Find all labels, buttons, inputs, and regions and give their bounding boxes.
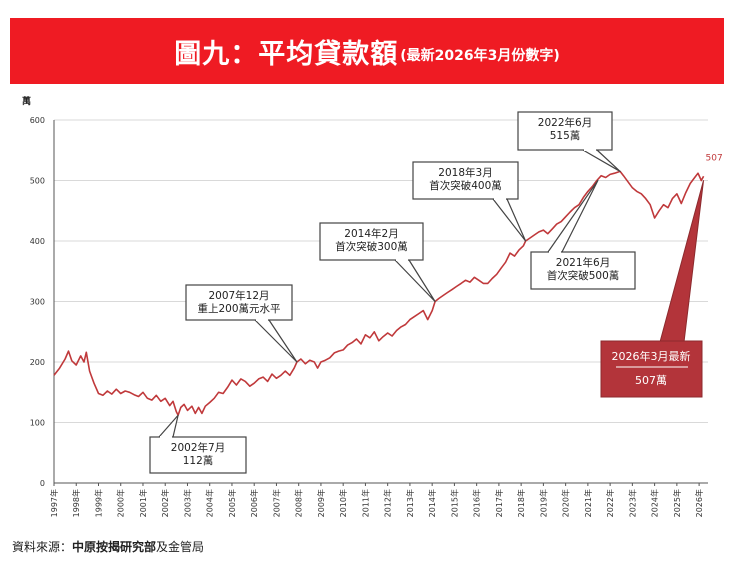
x-tick-label: 2022年 xyxy=(605,489,615,517)
annotation-pointer xyxy=(394,259,436,303)
x-tick-label: 2008年 xyxy=(294,489,304,517)
annotation-text: 2018年3月 xyxy=(438,166,492,179)
source-org: 中原按揭研究部 xyxy=(72,540,157,554)
annotation-box xyxy=(319,222,424,261)
annotation-pointer xyxy=(254,319,298,363)
x-tick-label: 2025年 xyxy=(672,489,682,517)
latest-callout-pointer xyxy=(659,180,705,343)
x-tick-label: 2012年 xyxy=(383,489,393,517)
x-tick-label: 2015年 xyxy=(449,489,459,517)
title-banner: 圖九：平均貸款額 (最新2026年3月份數字) xyxy=(10,18,724,84)
annotation-text: 2002年7月 xyxy=(171,441,225,454)
x-tick-label: 1999年 xyxy=(93,489,103,517)
x-tick-label: 2003年 xyxy=(182,489,192,517)
annotation-box xyxy=(530,251,636,290)
annotation-text: 2021年6月 xyxy=(556,256,610,269)
y-tick-label: 300 xyxy=(30,298,45,307)
x-tick-label: 2023年 xyxy=(627,489,637,517)
x-tick-label: 2010年 xyxy=(338,489,348,517)
annotation-text: 112萬 xyxy=(183,454,214,467)
latest-callout-box xyxy=(600,340,703,398)
chart-title: 圖九：平均貸款額 xyxy=(174,38,399,70)
x-tick-label: 2009年 xyxy=(316,489,326,517)
x-tick-label: 1997年 xyxy=(49,489,59,517)
annotation-pointer xyxy=(492,198,527,242)
annotation-box xyxy=(149,436,247,474)
series-line xyxy=(53,170,705,416)
x-tick-label: 2001年 xyxy=(138,489,148,517)
latest-value-label: 507 xyxy=(706,153,723,163)
y-tick-label: 200 xyxy=(30,358,45,367)
x-tick-label: 2005年 xyxy=(227,489,237,517)
x-tick-label: 2000年 xyxy=(116,489,126,517)
annotation-text: 2007年12月 xyxy=(208,289,269,302)
annotation-text: 首次突破400萬 xyxy=(429,179,502,192)
y-axis-label: 萬 xyxy=(22,95,31,107)
annotation-box xyxy=(517,111,613,151)
x-tick-label: 2018年 xyxy=(516,489,526,517)
x-tick-label: 1998年 xyxy=(71,489,81,517)
latest-callout-value: 507萬 xyxy=(635,374,667,387)
annotation-text: 2014年2月 xyxy=(344,227,398,240)
x-tick-label: 2017年 xyxy=(494,489,504,517)
y-tick-label: 0 xyxy=(40,479,45,488)
annotation-text: 2022年6月 xyxy=(538,116,592,129)
annotation-text: 首次突破500萬 xyxy=(547,269,620,282)
y-tick-label: 100 xyxy=(30,419,45,428)
x-tick-label: 2006年 xyxy=(249,489,259,517)
annotation-pointer xyxy=(582,149,621,173)
x-tick-label: 2026年 xyxy=(694,489,704,517)
y-tick-label: 500 xyxy=(30,177,45,186)
x-tick-label: 2004年 xyxy=(205,489,215,517)
annotation-box xyxy=(412,161,519,200)
source-suffix: 及金管局 xyxy=(156,540,205,554)
annotation-text: 515萬 xyxy=(550,129,581,142)
x-tick-label: 2007年 xyxy=(271,489,281,517)
annotation-box xyxy=(185,284,293,321)
source-note: 資料來源：中原按揭研究部及金管局 xyxy=(12,538,204,555)
x-tick-label: 2013年 xyxy=(405,489,415,517)
y-tick-label: 600 xyxy=(30,116,45,125)
x-tick-label: 2002年 xyxy=(160,489,170,517)
x-tick-label: 2020年 xyxy=(561,489,571,517)
annotation-text: 重上200萬元水平 xyxy=(197,302,280,315)
x-tick-label: 2019年 xyxy=(538,489,548,517)
annotation-pointer xyxy=(158,414,179,438)
y-tick-label: 400 xyxy=(30,237,45,246)
latest-callout-title: 2026年3月最新 xyxy=(612,349,691,363)
chart-subtitle: (最新2026年3月份數字) xyxy=(400,48,560,64)
x-tick-label: 2014年 xyxy=(427,489,437,517)
x-tick-label: 2021年 xyxy=(583,489,593,517)
x-tick-label: 2016年 xyxy=(472,489,482,517)
source-prefix: 資料來源： xyxy=(12,540,73,554)
x-tick-label: 2024年 xyxy=(650,489,660,517)
annotation-text: 首次突破300萬 xyxy=(335,240,408,253)
x-tick-label: 2011年 xyxy=(360,489,370,517)
